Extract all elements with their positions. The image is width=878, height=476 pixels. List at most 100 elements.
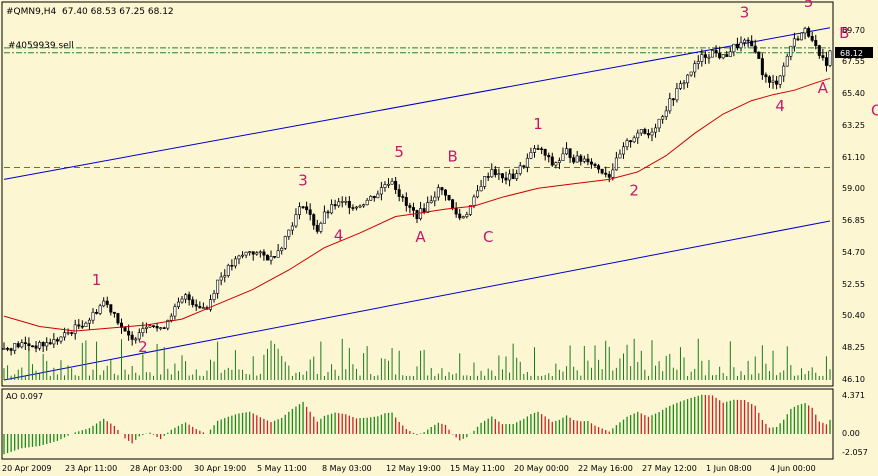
ao-label: AO 0.097 bbox=[6, 392, 43, 401]
candle-body bbox=[479, 186, 483, 192]
ao-tick: 4.371 bbox=[842, 391, 865, 400]
candle-body bbox=[597, 165, 601, 170]
candle-body bbox=[668, 98, 672, 112]
candle-body bbox=[703, 54, 707, 58]
candle-body bbox=[212, 293, 216, 300]
overlay-lines bbox=[3, 27, 831, 381]
candle-body bbox=[301, 206, 305, 209]
candle-body bbox=[582, 158, 586, 162]
candle-body bbox=[105, 300, 109, 305]
candlesticks bbox=[2, 26, 832, 356]
candle-body bbox=[241, 254, 245, 257]
candle-body bbox=[137, 332, 141, 340]
wave-label: A bbox=[818, 79, 829, 97]
candle-body bbox=[379, 187, 383, 195]
candle-body bbox=[532, 148, 536, 153]
candle-body bbox=[547, 155, 551, 158]
candle-body bbox=[682, 82, 686, 85]
candle-body bbox=[700, 54, 704, 62]
candle-body bbox=[632, 137, 636, 143]
candle-body bbox=[194, 304, 198, 307]
candle-body bbox=[483, 176, 487, 187]
time-tick: 12 May 19:00 bbox=[386, 464, 441, 473]
candle-body bbox=[753, 45, 757, 53]
candle-body bbox=[743, 39, 747, 43]
candle-body bbox=[821, 55, 825, 58]
candle-body bbox=[251, 251, 255, 255]
symbol-label: #QMN9,H4 bbox=[6, 7, 56, 17]
time-tick: 4 Jun 00:00 bbox=[770, 464, 816, 473]
candle-body bbox=[70, 332, 74, 334]
candle-body bbox=[739, 42, 743, 49]
candle-body bbox=[87, 319, 91, 324]
wave-labels: 1 2 3 4 5 A B C 1 2 3 4 5 A B C bbox=[92, 0, 878, 356]
price-tick: 48.25 bbox=[842, 343, 865, 352]
candle-body bbox=[16, 343, 20, 348]
candle-body bbox=[354, 206, 358, 209]
candle-body bbox=[258, 251, 262, 254]
candle-body bbox=[508, 173, 512, 181]
candle-body bbox=[162, 327, 166, 329]
candle-body bbox=[732, 43, 736, 53]
candle-body bbox=[696, 61, 700, 65]
time-tick: 1 Jun 08:00 bbox=[706, 464, 752, 473]
candle-body bbox=[209, 299, 213, 310]
candle-body bbox=[294, 214, 298, 227]
candle-body bbox=[230, 265, 234, 267]
candle-body bbox=[707, 56, 711, 59]
candle-body bbox=[123, 327, 127, 332]
candle-body bbox=[490, 169, 494, 178]
candle-body bbox=[504, 177, 508, 181]
wave-label: 2 bbox=[629, 182, 639, 200]
candle-body bbox=[262, 251, 266, 256]
price-tick: 56.85 bbox=[842, 216, 865, 225]
time-tick: 15 May 11:00 bbox=[450, 464, 505, 473]
candle-body bbox=[280, 248, 284, 252]
candle-body bbox=[276, 250, 280, 258]
candle-body bbox=[127, 330, 131, 336]
candle-body bbox=[554, 162, 558, 166]
candle-body bbox=[529, 152, 533, 159]
candle-body bbox=[465, 214, 469, 217]
candle-body bbox=[340, 201, 344, 203]
candle-body bbox=[45, 342, 49, 347]
candle-body bbox=[401, 196, 405, 198]
candle-body bbox=[828, 50, 832, 66]
price-tick: 63.25 bbox=[842, 121, 865, 130]
candle-body bbox=[376, 193, 380, 199]
candle-body bbox=[102, 300, 106, 307]
candle-body bbox=[426, 202, 430, 213]
price-tick: 59.00 bbox=[842, 184, 865, 193]
candle-body bbox=[290, 225, 294, 231]
candle-body bbox=[785, 55, 789, 67]
candle-body bbox=[693, 63, 697, 73]
candle-body bbox=[664, 110, 668, 117]
candle-body bbox=[600, 168, 604, 174]
candle-body bbox=[565, 148, 569, 155]
candle-body bbox=[778, 75, 782, 85]
candle-body bbox=[433, 196, 437, 202]
candle-body bbox=[468, 205, 472, 215]
candle-body bbox=[817, 45, 821, 56]
candle-body bbox=[803, 28, 807, 34]
candle-body bbox=[718, 52, 722, 59]
channel-line bbox=[3, 220, 831, 381]
candle-body bbox=[362, 204, 366, 207]
price-tick: 61.10 bbox=[842, 153, 865, 162]
wave-label: C bbox=[871, 101, 878, 119]
ohlc-label: 67.40 68.53 67.25 68.12 bbox=[62, 7, 174, 17]
candle-body bbox=[20, 342, 24, 348]
time-tick: 20 Apr 2009 bbox=[2, 464, 51, 473]
candle-body bbox=[789, 45, 793, 57]
time-tick: 20 May 00:00 bbox=[514, 464, 569, 473]
candle-body bbox=[333, 204, 337, 207]
candle-body bbox=[216, 279, 220, 294]
candle-body bbox=[13, 343, 17, 351]
candle-body bbox=[176, 301, 180, 307]
candle-body bbox=[796, 38, 800, 41]
candle-body bbox=[575, 155, 579, 163]
volume-bars bbox=[3, 338, 831, 380]
price-tick: 52.55 bbox=[842, 280, 865, 289]
candle-body bbox=[287, 229, 291, 237]
